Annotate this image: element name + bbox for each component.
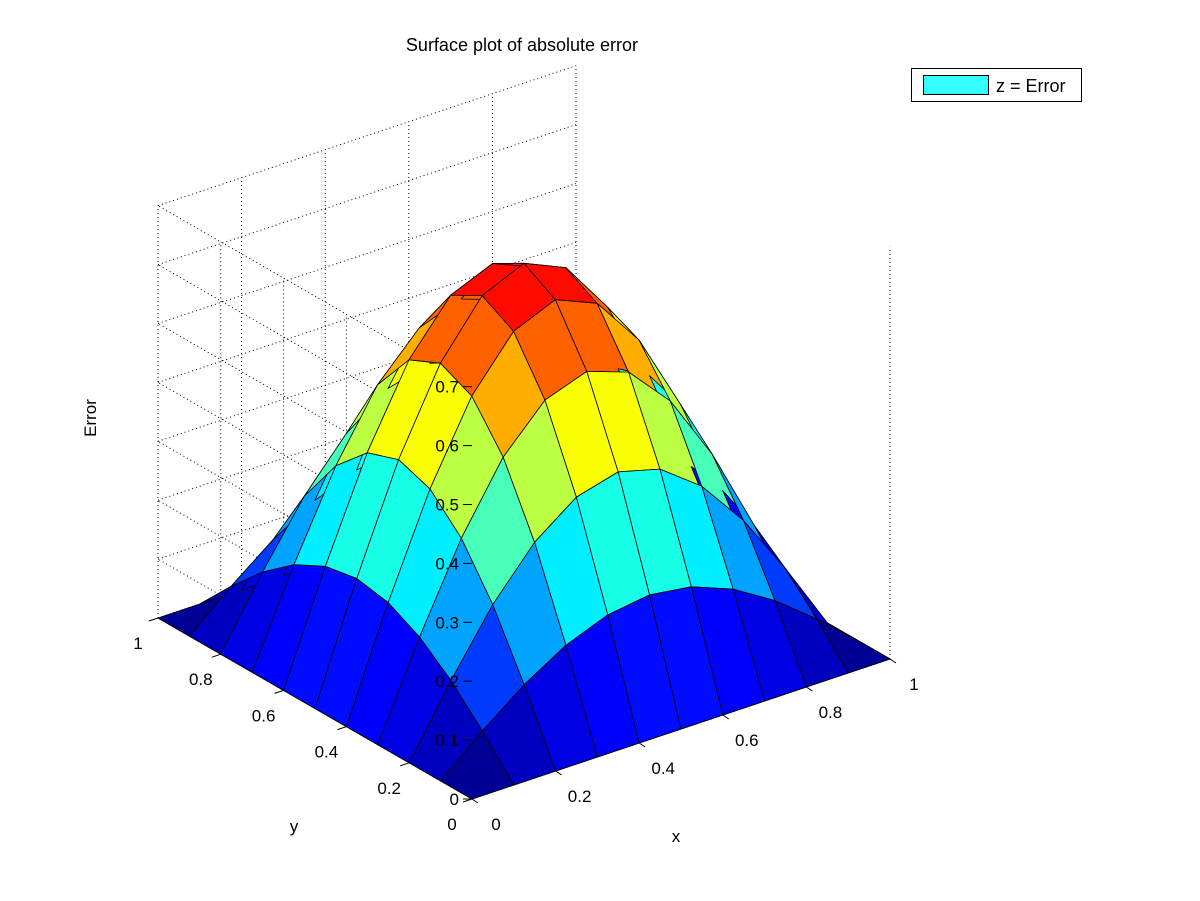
wall-grid-right-z xyxy=(157,124,577,266)
z-tick-label: 0.5 xyxy=(435,496,459,515)
x-tick-mark xyxy=(555,770,562,776)
y-tick-mark xyxy=(211,653,221,658)
legend-swatch xyxy=(923,75,989,95)
legend-label: z = Error xyxy=(996,76,1066,96)
z-tick-label: 0 xyxy=(450,790,459,809)
z-tick-label: 0.2 xyxy=(435,672,459,691)
y-tick-mark xyxy=(337,726,347,731)
y-tick-label: 0.2 xyxy=(377,779,401,798)
legend: z = Error xyxy=(911,68,1082,102)
y-tick-label: 0.4 xyxy=(315,743,339,762)
y-tick-mark xyxy=(400,762,410,767)
x-tick-label: 1 xyxy=(909,675,918,694)
x-tick-label: 0.4 xyxy=(651,759,675,778)
y-tick-label: 1 xyxy=(133,634,142,653)
x-tick-mark xyxy=(722,714,730,720)
wall-grid-right-z xyxy=(157,241,577,383)
x-tick-label: 0.6 xyxy=(735,731,759,750)
x-tick-label: 0.2 xyxy=(568,787,592,806)
z-tick-label: 0.1 xyxy=(435,731,459,750)
y-tick-label: 0.6 xyxy=(252,706,276,725)
z-tick-label: 0.7 xyxy=(435,378,459,397)
x-tick-mark xyxy=(806,686,813,692)
surface-patch xyxy=(816,618,891,674)
chart-title: Surface plot of absolute error xyxy=(406,35,638,55)
z-tick-label: 0.4 xyxy=(435,554,459,573)
wall-grid-right-z xyxy=(157,183,577,324)
y-tick-label: 0 xyxy=(447,815,456,834)
wall-grid-right-z xyxy=(157,65,577,207)
tick-layer: 0 0.1 0.2 0.3 0.4 0.5 0.6 0.7 0 0.2 0.4 0.6 0.8 1 0 0.2… xyxy=(133,378,918,834)
x-axis-label: x xyxy=(672,827,681,846)
y-axis-label: y xyxy=(290,817,299,836)
surface-layer xyxy=(157,262,891,800)
z-tick-label: 0.3 xyxy=(435,613,459,632)
x-tick-label: 0.8 xyxy=(819,703,843,722)
x-tick-mark xyxy=(889,658,897,664)
y-tick-mark xyxy=(274,689,284,694)
y-tick-mark xyxy=(462,798,473,803)
z-tick-label: 0.6 xyxy=(435,437,459,456)
x-tick-mark xyxy=(471,798,479,804)
wall-grid-right-z xyxy=(157,300,577,442)
x-tick-label: 0 xyxy=(491,815,500,834)
y-tick-label: 0.8 xyxy=(189,670,213,689)
z-axis-label: Error xyxy=(81,399,100,437)
y-tick-mark xyxy=(148,617,159,622)
x-tick-mark xyxy=(638,742,646,748)
